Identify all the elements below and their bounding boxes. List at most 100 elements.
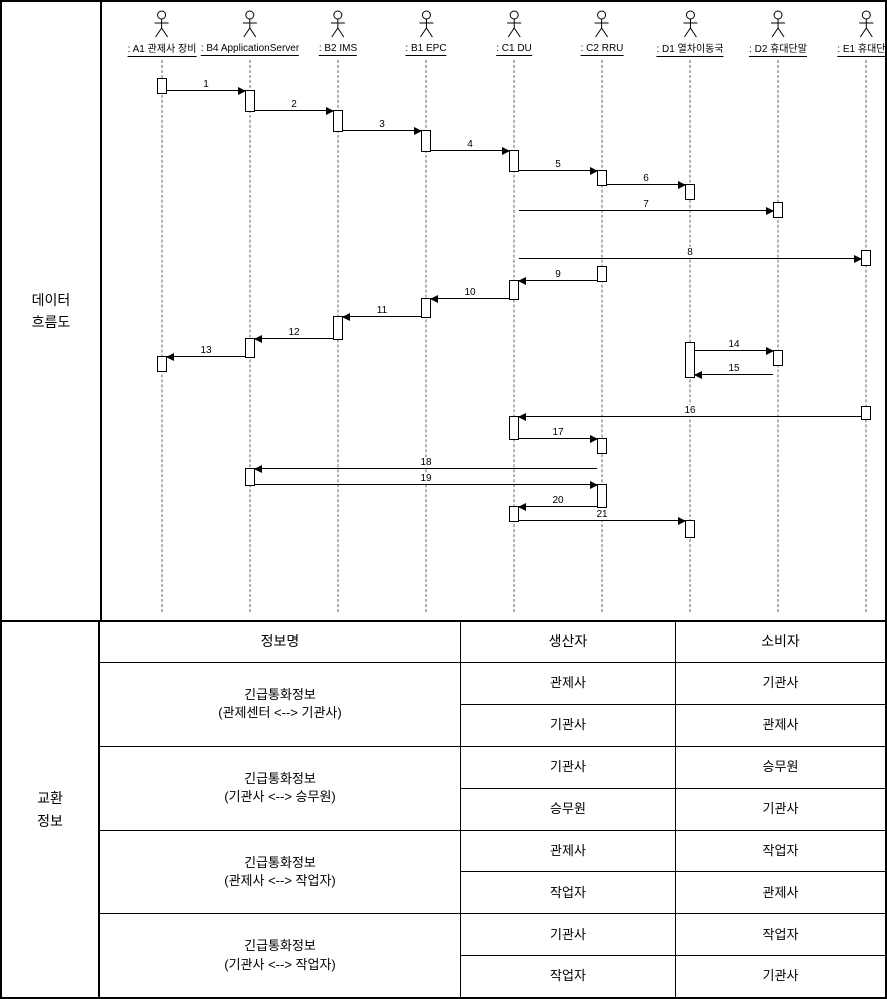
message-arrow bbox=[431, 298, 509, 299]
info-cell: 긴급통화정보(기관사 <--> 승무원) bbox=[100, 747, 460, 830]
producer-cell: 기관사 bbox=[460, 914, 675, 955]
actor-label: : C1 DU bbox=[496, 43, 532, 56]
producer-cell: 작업자 bbox=[460, 872, 675, 913]
consumer-cell: 관제사 bbox=[675, 872, 885, 913]
activation-bar bbox=[861, 406, 871, 420]
actor-b1: : B1 EPC bbox=[405, 10, 446, 56]
message-arrow bbox=[343, 130, 421, 131]
actor-d1: : D1 열차이동국 bbox=[656, 10, 723, 57]
message-arrow bbox=[519, 506, 597, 507]
message-label: 21 bbox=[595, 509, 608, 520]
exchange-section: 교환정보 정보명생산자소비자긴급통화정보(관제센터 <--> 기관사)관제사기관… bbox=[2, 622, 885, 997]
message-label: 4 bbox=[466, 139, 474, 150]
lifeline bbox=[778, 60, 779, 612]
producer-cell: 작업자 bbox=[460, 956, 675, 997]
pair-stack: 관제사기관사기관사관제사 bbox=[460, 663, 885, 746]
producer-cell: 기관사 bbox=[460, 705, 675, 746]
consumer-cell: 기관사 bbox=[675, 956, 885, 997]
sequence-diagram: : A1 관제사 장비 : B4 ApplicationServer : B2 IM… bbox=[102, 2, 885, 620]
actor-label: : A1 관제사 장비 bbox=[128, 40, 197, 57]
activation-bar bbox=[773, 350, 783, 366]
consumer-cell: 관제사 bbox=[675, 705, 885, 746]
lifeline bbox=[162, 60, 163, 612]
activation-bar bbox=[157, 78, 167, 94]
message-arrow bbox=[695, 350, 773, 351]
table-row: 긴급통화정보(관제센터 <--> 기관사)관제사기관사기관사관제사 bbox=[100, 662, 885, 746]
header-consumer: 소비자 bbox=[675, 622, 885, 662]
message-arrow bbox=[695, 374, 773, 375]
actor-label: : D2 휴대단말 bbox=[749, 40, 807, 57]
message-arrow bbox=[255, 110, 333, 111]
table-row: 긴급통화정보(기관사 <--> 승무원)기관사승무원승무원기관사 bbox=[100, 746, 885, 830]
activation-bar bbox=[597, 170, 607, 186]
info-table: 정보명생산자소비자긴급통화정보(관제센터 <--> 기관사)관제사기관사기관사관… bbox=[100, 622, 885, 997]
actor-d2: : D2 휴대단말 bbox=[749, 10, 807, 57]
consumer-cell: 작업자 bbox=[675, 831, 885, 872]
activation-bar bbox=[685, 184, 695, 200]
dataflow-section: 데이터흐름도 : A1 관제사 장비: B4 ApplicationServer… bbox=[2, 2, 885, 622]
pair-row: 관제사기관사 bbox=[460, 663, 885, 705]
activation-bar bbox=[421, 130, 431, 152]
message-label: 3 bbox=[378, 119, 386, 130]
header-producer: 생산자 bbox=[460, 622, 675, 662]
pair-stack: 관제사작업자작업자관제사 bbox=[460, 831, 885, 914]
message-label: 13 bbox=[199, 345, 212, 356]
producer-cell: 관제사 bbox=[460, 663, 675, 704]
message-arrow bbox=[519, 258, 861, 259]
actor-label: : B2 IMS bbox=[319, 43, 357, 56]
actor-label: : B4 ApplicationServer bbox=[201, 43, 299, 56]
actor-a1: : A1 관제사 장비 bbox=[128, 10, 197, 57]
pair-row: 기관사승무원 bbox=[460, 747, 885, 789]
pair-row: 기관사작업자 bbox=[460, 914, 885, 956]
message-label: 10 bbox=[463, 287, 476, 298]
activation-bar bbox=[685, 520, 695, 538]
actor-label: : B1 EPC bbox=[405, 43, 446, 56]
consumer-cell: 기관사 bbox=[675, 789, 885, 830]
actor-label: : C2 RRU bbox=[581, 43, 624, 56]
table-header-row: 정보명생산자소비자 bbox=[100, 622, 885, 662]
message-arrow bbox=[607, 184, 685, 185]
message-label: 1 bbox=[202, 79, 210, 90]
activation-bar bbox=[773, 202, 783, 218]
message-arrow bbox=[519, 210, 773, 211]
activation-bar bbox=[597, 438, 607, 454]
activation-bar bbox=[333, 110, 343, 132]
message-label: 11 bbox=[376, 305, 388, 316]
lifeline bbox=[514, 60, 515, 612]
message-arrow bbox=[519, 438, 597, 439]
actor-b4: : B4 ApplicationServer bbox=[201, 10, 299, 56]
lifeline bbox=[602, 60, 603, 612]
activation-bar bbox=[509, 150, 519, 172]
pair-row: 작업자기관사 bbox=[460, 956, 885, 997]
message-arrow bbox=[167, 356, 245, 357]
message-label: 18 bbox=[419, 457, 432, 468]
actor-b2: : B2 IMS bbox=[319, 10, 357, 56]
pair-row: 승무원기관사 bbox=[460, 789, 885, 830]
message-arrow bbox=[167, 90, 245, 91]
consumer-cell: 승무원 bbox=[675, 747, 885, 788]
message-label: 12 bbox=[287, 327, 300, 338]
layout-container: 데이터흐름도 : A1 관제사 장비: B4 ApplicationServer… bbox=[0, 0, 887, 999]
message-label: 14 bbox=[727, 339, 740, 350]
activation-bar bbox=[861, 250, 871, 266]
exchange-label: 교환정보 bbox=[2, 622, 100, 997]
actor-label: : D1 열차이동국 bbox=[656, 40, 723, 57]
message-arrow bbox=[519, 416, 861, 417]
message-arrow bbox=[431, 150, 509, 151]
table-row: 긴급통화정보(관제사 <--> 작업자)관제사작업자작업자관제사 bbox=[100, 830, 885, 914]
message-arrow bbox=[519, 280, 597, 281]
pair-row: 관제사작업자 bbox=[460, 831, 885, 873]
table-row: 긴급통화정보(기관사 <--> 작업자)기관사작업자작업자기관사 bbox=[100, 913, 885, 997]
message-arrow bbox=[519, 170, 597, 171]
pair-stack: 기관사작업자작업자기관사 bbox=[460, 914, 885, 997]
message-label: 2 bbox=[290, 99, 298, 110]
message-arrow bbox=[255, 338, 333, 339]
actor-c1: : C1 DU bbox=[496, 10, 532, 56]
message-label: 6 bbox=[642, 173, 650, 184]
producer-cell: 관제사 bbox=[460, 831, 675, 872]
producer-cell: 기관사 bbox=[460, 747, 675, 788]
header-info: 정보명 bbox=[100, 622, 460, 662]
actor-e1: : E1 휴대단말 bbox=[837, 10, 885, 57]
message-label: 8 bbox=[686, 247, 694, 258]
actor-label: : E1 휴대단말 bbox=[837, 40, 885, 57]
